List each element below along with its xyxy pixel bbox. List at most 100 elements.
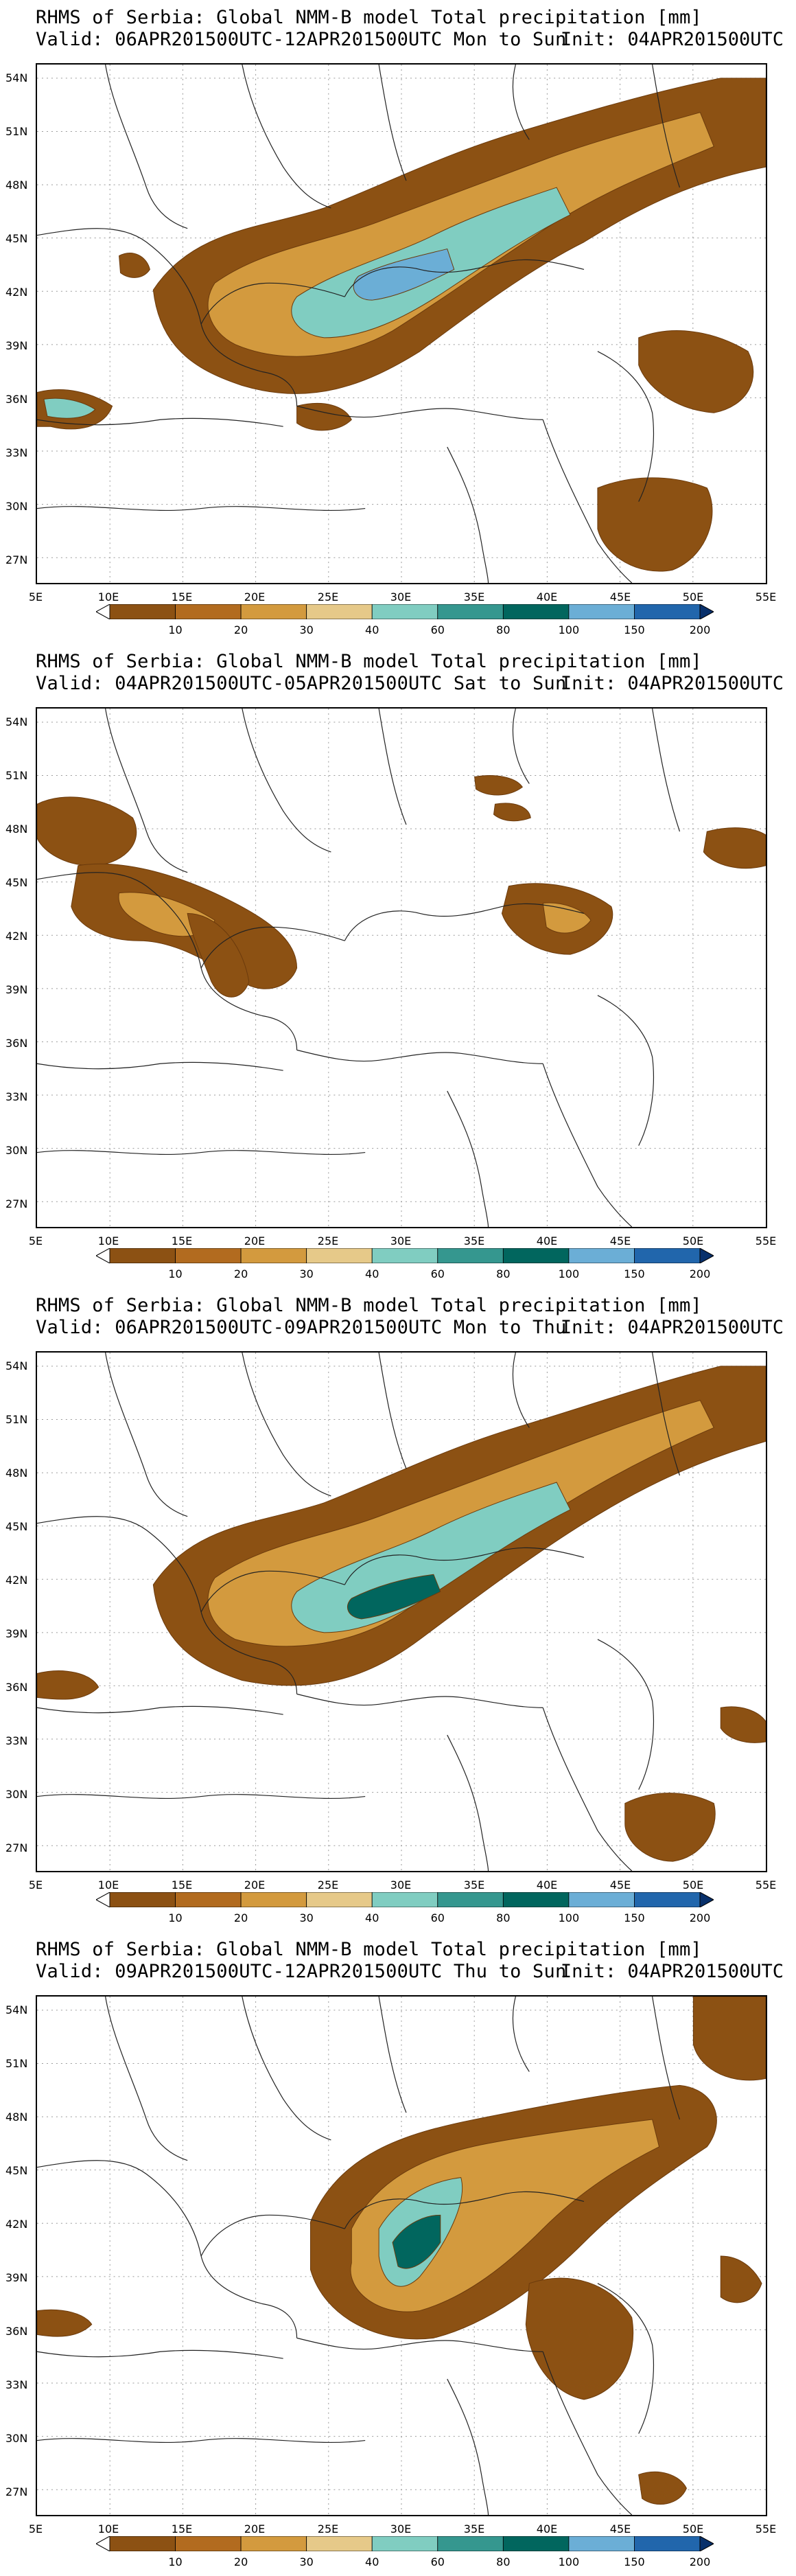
panel-title: RHMS of Serbia: Global NMM-B model Total… [36, 651, 702, 672]
border-line [37, 1150, 366, 1155]
border-line [542, 2351, 633, 2515]
colorbar-label: 30 [299, 1267, 314, 1280]
border-line [344, 2191, 585, 2229]
precipitation-area [347, 1574, 441, 1620]
colorbar-swatch [306, 1891, 373, 1908]
precipitation-area [720, 2255, 762, 2303]
border-line [597, 351, 655, 502]
latitude-label: 48N [5, 179, 28, 192]
border-line [296, 405, 543, 420]
colorbar-swatch [568, 2535, 635, 2552]
latitude-label: 27N [5, 2485, 28, 2498]
latitude-label: 45N [5, 232, 28, 245]
longitude-label: 15E [171, 2522, 193, 2535]
colorbar-under-triangle [95, 1247, 110, 1264]
map-canvas [37, 1353, 766, 1871]
forecast-panel: RHMS of Serbia: Global NMM-B model Total… [0, 1288, 796, 1932]
border-line [512, 709, 530, 784]
border-line [242, 1353, 331, 1497]
colorbar-swatch [634, 1247, 701, 1264]
colorbar-label: 200 [689, 1911, 711, 1924]
longitude-label: 25E [317, 2522, 339, 2535]
colorbar-swatch [502, 2535, 570, 2552]
colorbar-swatch [437, 1247, 504, 1264]
border-line [200, 926, 345, 969]
colorbar-swatch [437, 1891, 504, 1908]
colorbar-label: 60 [430, 1911, 445, 1924]
border-line [652, 1997, 681, 2120]
colorbar-swatch [371, 1891, 438, 1908]
colorbar-label: 80 [496, 623, 511, 636]
latitude-label: 54N [5, 71, 28, 84]
latitude-label: 30N [5, 500, 28, 513]
colorbar-label: 30 [299, 2555, 314, 2568]
forecast-panel: RHMS of Serbia: Global NMM-B model Total… [0, 1932, 796, 2576]
map-canvas [37, 65, 766, 583]
border-line [597, 2283, 655, 2434]
precipitation-area [37, 1670, 100, 1700]
longitude-label: 45E [609, 2522, 631, 2535]
border-line [242, 65, 331, 209]
longitude-label: 35E [463, 1234, 485, 1247]
colorbar-swatch [437, 2535, 504, 2552]
border-line [37, 1705, 283, 1715]
border-line [344, 903, 585, 941]
latitude-label: 51N [5, 2057, 28, 2070]
longitude-label: 20E [244, 590, 266, 603]
colorbar-swatch [634, 603, 701, 620]
border-line [105, 1353, 188, 1517]
colorbar-over-triangle [699, 1247, 715, 1264]
latitude-label: 54N [5, 2003, 28, 2016]
colorbar-over-triangle [699, 603, 715, 620]
latitude-label: 45N [5, 876, 28, 889]
border-line [542, 419, 633, 583]
longitude-label: 20E [244, 1878, 266, 1891]
colorbar [95, 1891, 715, 1908]
colorbar-label: 60 [430, 1267, 445, 1280]
longitude-label: 5E [28, 590, 43, 603]
precipitation-area [37, 796, 137, 866]
colorbar-label: 10 [168, 2555, 183, 2568]
colorbar [95, 2535, 715, 2552]
valid-period: Valid: 06APR201500UTC-09APR201500UTC Mon… [36, 1317, 567, 1338]
longitude-label: 10E [97, 2522, 119, 2535]
colorbar-label: 10 [168, 1911, 183, 1924]
valid-period: Valid: 06APR201500UTC-12APR201500UTC Mon… [36, 29, 567, 50]
longitude-label: 45E [609, 1878, 631, 1891]
colorbar-swatch [240, 2535, 307, 2552]
border-line [37, 1061, 283, 1071]
colorbar-swatch [371, 603, 438, 620]
colorbar-under-triangle [95, 2535, 110, 2552]
panel-title: RHMS of Serbia: Global NMM-B model Total… [36, 1295, 702, 1316]
forecast-panel: RHMS of Serbia: Global NMM-B model Total… [0, 0, 796, 644]
panel-title: RHMS of Serbia: Global NMM-B model Total… [36, 7, 702, 28]
colorbar-label: 80 [496, 1267, 511, 1280]
longitude-label: 40E [536, 1234, 558, 1247]
colorbar-swatch [175, 2535, 242, 2552]
longitude-label: 55E [755, 1878, 777, 1891]
border-line [200, 282, 345, 325]
colorbar-swatch [568, 1891, 635, 1908]
latitude-label: 36N [5, 393, 28, 406]
valid-period: Valid: 04APR201500UTC-05APR201500UTC Sat… [36, 673, 567, 694]
longitude-label: 20E [244, 2522, 266, 2535]
latitude-label: 30N [5, 1144, 28, 1157]
colorbar-label: 40 [365, 1911, 379, 1924]
longitude-label: 10E [97, 1878, 119, 1891]
border-line [512, 65, 530, 140]
border-line [344, 1547, 585, 1585]
border-line [296, 2337, 543, 2352]
longitude-label: 35E [463, 590, 485, 603]
colorbar [95, 1247, 715, 1264]
border-line [242, 1997, 331, 2141]
colorbar-label: 40 [365, 2555, 379, 2568]
latitude-label: 30N [5, 1788, 28, 1801]
precipitation-area [692, 1997, 766, 2081]
precipitation-map [36, 63, 767, 584]
colorbar-over-triangle [699, 1891, 715, 1908]
init-time: Init: 04APR201500UTC [560, 1961, 784, 1982]
colorbar-label: 60 [430, 623, 445, 636]
longitude-label: 45E [609, 590, 631, 603]
colorbar-label: 150 [624, 1267, 645, 1280]
longitude-label: 40E [536, 2522, 558, 2535]
